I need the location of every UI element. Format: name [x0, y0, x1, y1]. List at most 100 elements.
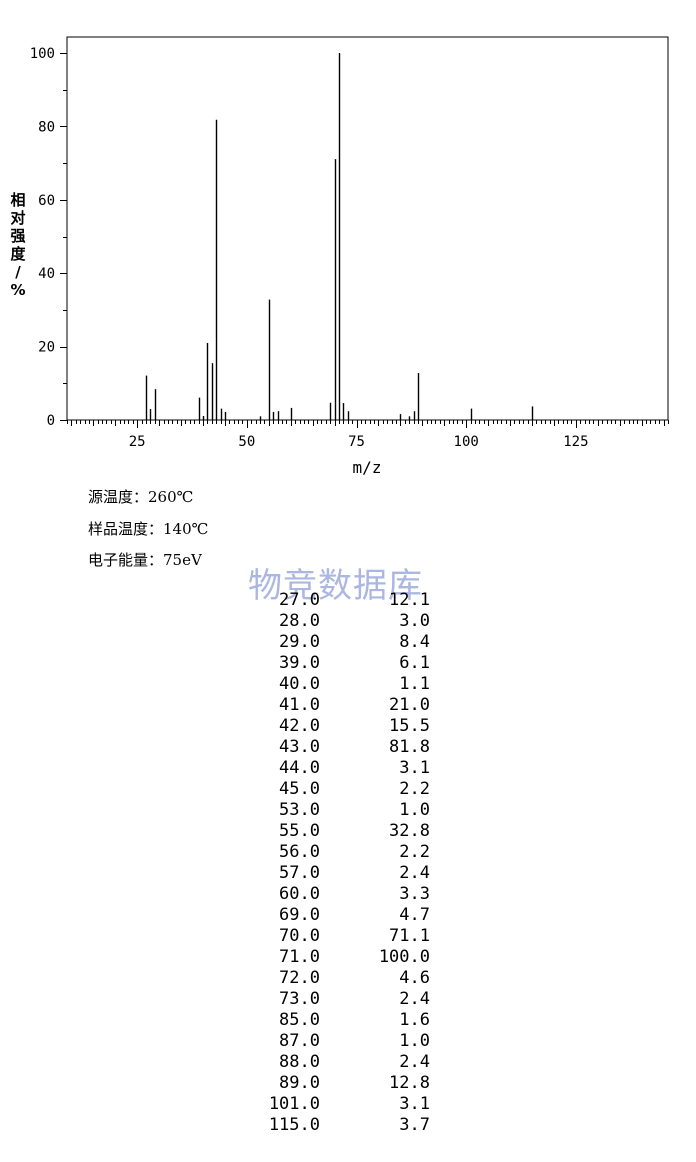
intensity-value: 2.4: [399, 989, 430, 1009]
table-row: 85.0 1.6: [0, 1010, 696, 1031]
mz-value: 40.0: [279, 674, 320, 694]
intensity-value: 21.0: [389, 695, 430, 715]
source-temperature-value: 260℃: [148, 488, 194, 506]
intensity-value: 81.8: [389, 737, 430, 757]
y-tick-label: 40: [38, 266, 55, 282]
electron-energy: 电子能量：75eV: [88, 549, 202, 570]
y-tick-label: 60: [38, 193, 55, 209]
x-axis-label: m/z: [353, 458, 382, 477]
electron-energy-value: 75eV: [163, 551, 202, 569]
electron-energy-label: 电子能量：: [88, 551, 164, 569]
table-row: 115.0 3.7: [0, 1115, 696, 1136]
mass-spectrum-chart: 25 50 75 100 125 0 20 40 60 80 100 m/z 相对强度/%: [10, 36, 669, 477]
x-tick-label: 100: [454, 434, 479, 450]
mz-value: 88.0: [279, 1052, 320, 1072]
intensity-value: 3.1: [399, 758, 430, 778]
table-row: 43.0 81.8: [0, 737, 696, 758]
intensity-value: 2.4: [399, 1052, 430, 1072]
source-temperature-label: 源温度：: [88, 488, 149, 506]
intensity-value: 1.6: [399, 1010, 430, 1030]
x-tick-label: 25: [129, 434, 146, 450]
mz-value: 73.0: [279, 989, 320, 1009]
intensity-value: 6.1: [399, 653, 430, 673]
mz-value: 72.0: [279, 968, 320, 988]
x-tick-label: 75: [348, 434, 365, 450]
watermark: 物竞数据库: [248, 566, 423, 606]
intensity-value: 3.3: [399, 884, 430, 904]
x-axis-ticks: 25 50 75 100 125: [67, 420, 669, 450]
y-tick-label: 0: [47, 413, 55, 429]
table-row: 42.0 15.5: [0, 716, 696, 737]
table-row: 88.0 2.4: [0, 1052, 696, 1073]
sample-temperature-value: 140℃: [163, 520, 209, 538]
table-row: 45.0 2.2: [0, 779, 696, 800]
mz-value: 55.0: [279, 821, 320, 841]
plot-frame: [66, 36, 669, 421]
table-row: 60.0 3.3: [0, 884, 696, 905]
table-row: 55.0 32.8: [0, 821, 696, 842]
mz-value: 69.0: [279, 905, 320, 925]
mz-value: 44.0: [279, 758, 320, 778]
mz-value: 89.0: [279, 1073, 320, 1093]
intensity-value: 100.0: [378, 947, 430, 967]
table-row: 69.0 4.7: [0, 905, 696, 926]
table-row: 53.0 1.0: [0, 800, 696, 821]
mz-value: 101.0: [268, 1094, 320, 1114]
table-row: 101.0 3.1: [0, 1094, 696, 1115]
table-row: 72.0 4.6: [0, 968, 696, 989]
intensity-value: 2.2: [399, 779, 430, 799]
mz-value: 57.0: [279, 863, 320, 883]
table-row: 73.0 2.4: [0, 989, 696, 1010]
mz-value: 43.0: [279, 737, 320, 757]
mz-value: 70.0: [279, 926, 320, 946]
table-row: 57.0 2.4: [0, 863, 696, 884]
intensity-value: 3.0: [399, 611, 430, 631]
table-row: 56.0 2.2: [0, 842, 696, 863]
table-row: 89.0 12.8: [0, 1073, 696, 1094]
y-tick-label: 20: [38, 340, 55, 356]
intensity-value: 4.7: [399, 905, 430, 925]
y-axis-ticks: 0 20 40 60 80 100: [30, 46, 67, 429]
mz-value: 71.0: [279, 947, 320, 967]
y-axis-label: 相对强度/%: [10, 191, 26, 299]
mz-value: 41.0: [279, 695, 320, 715]
intensity-value: 1.0: [399, 800, 430, 820]
x-tick-label: 125: [563, 434, 588, 450]
intensity-value: 1.0: [399, 1031, 430, 1051]
intensity-value: 4.6: [399, 968, 430, 988]
intensity-value: 8.4: [399, 632, 430, 652]
mz-value: 39.0: [279, 653, 320, 673]
table-row: 29.0 8.4: [0, 632, 696, 653]
spectrum-peaks: [145, 53, 534, 420]
table-row: 40.0 1.1: [0, 674, 696, 695]
mz-value: 60.0: [279, 884, 320, 904]
y-tick-label: 100: [30, 46, 55, 62]
table-row: 27.0 12.1: [0, 590, 696, 611]
intensity-value: 1.1: [399, 674, 430, 694]
y-tick-label: 80: [38, 119, 55, 135]
intensity-value: 12.8: [389, 1073, 430, 1093]
mz-value: 56.0: [279, 842, 320, 862]
mz-value: 42.0: [279, 716, 320, 736]
intensity-value: 15.5: [389, 716, 430, 736]
mz-value: 28.0: [279, 611, 320, 631]
mz-value: 53.0: [279, 800, 320, 820]
table-row: 28.0 3.0: [0, 611, 696, 632]
mz-value: 87.0: [279, 1031, 320, 1051]
table-row: 87.0 1.0: [0, 1031, 696, 1052]
table-row: 44.0 3.1: [0, 758, 696, 779]
intensity-value: 2.4: [399, 863, 430, 883]
table-row: 39.0 6.1: [0, 653, 696, 674]
mz-value: 115.0: [268, 1115, 320, 1135]
table-row: 70.0 71.1: [0, 926, 696, 947]
mz-value: 85.0: [279, 1010, 320, 1030]
x-tick-label: 50: [238, 434, 255, 450]
mz-value: 29.0: [279, 632, 320, 652]
table-row: 71.0 100.0: [0, 947, 696, 968]
table-row: 41.0 21.0: [0, 695, 696, 716]
mz-value: 45.0: [279, 779, 320, 799]
sample-temperature: 样品温度：140℃: [88, 518, 208, 539]
intensity-value: 71.1: [389, 926, 430, 946]
mz-value: 27.0: [279, 590, 320, 610]
intensity-value: 2.2: [399, 842, 430, 862]
